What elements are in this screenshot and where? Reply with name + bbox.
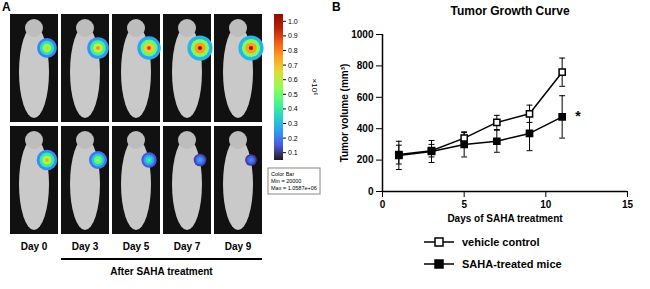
svg-text:0.4: 0.4 — [288, 105, 298, 112]
svg-text:0.8: 0.8 — [288, 47, 298, 54]
svg-text:15: 15 — [622, 199, 634, 210]
svg-text:Day 0: Day 0 — [21, 241, 48, 252]
svg-text:0.7: 0.7 — [288, 62, 298, 69]
svg-text:Color Bar: Color Bar — [271, 171, 294, 177]
svg-text:800: 800 — [357, 60, 374, 71]
html-text:Tumor Growth Curve: Tumor Growth Curve — [450, 4, 570, 18]
svg-text:*: * — [575, 108, 581, 124]
svg-text:200: 200 — [357, 154, 374, 165]
svg-text:0.1: 0.1 — [288, 149, 298, 156]
svg-text:5: 5 — [461, 199, 467, 210]
svg-text:0.9: 0.9 — [288, 32, 298, 39]
svg-text:Day 7: Day 7 — [174, 241, 201, 252]
html-text:B: B — [332, 0, 341, 14]
svg-text:600: 600 — [357, 92, 374, 103]
svg-text:Days of SAHA treatment: Days of SAHA treatment — [447, 213, 563, 224]
svg-text:0.6: 0.6 — [288, 76, 298, 83]
svg-text:400: 400 — [357, 123, 374, 134]
svg-text:0.3: 0.3 — [288, 120, 298, 127]
svg-text:10: 10 — [540, 199, 552, 210]
svg-text:×10⁶: ×10⁶ — [310, 79, 319, 96]
svg-text:Max = 1.0587e+06: Max = 1.0587e+06 — [271, 185, 317, 191]
svg-text:SAHA-treated mice: SAHA-treated mice — [462, 258, 562, 270]
svg-text:0.5: 0.5 — [288, 91, 298, 98]
svg-text:Day 9: Day 9 — [225, 241, 252, 252]
svg-text:After SAHA treatment: After SAHA treatment — [110, 266, 213, 277]
svg-text:Day 5: Day 5 — [123, 241, 150, 252]
svg-text:Day 3: Day 3 — [72, 241, 99, 252]
svg-text:0: 0 — [368, 186, 374, 197]
svg-text:Min = 20000: Min = 20000 — [271, 178, 301, 184]
svg-text:A: A — [2, 0, 11, 14]
svg-text:1000: 1000 — [351, 29, 374, 40]
svg-text:0.2: 0.2 — [288, 135, 298, 142]
svg-text:0: 0 — [380, 199, 386, 210]
svg-text:1.0: 1.0 — [288, 18, 298, 25]
svg-text:vehicle control: vehicle control — [462, 236, 540, 248]
svg-text:Tumor volume (mm³): Tumor volume (mm³) — [339, 64, 350, 163]
